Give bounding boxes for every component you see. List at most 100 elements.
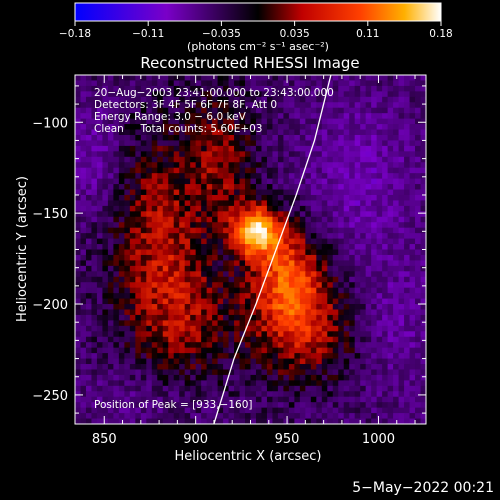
heatmap-cell: [327, 145, 334, 152]
heatmap-cell: [272, 353, 279, 360]
heatmap-cell: [140, 129, 147, 136]
heatmap-cell: [310, 407, 317, 414]
heatmap-cell: [190, 282, 197, 289]
heatmap-cell: [404, 162, 411, 169]
heatmap-cell: [349, 145, 356, 152]
heatmap-cell: [228, 75, 235, 82]
heatmap-cell: [151, 178, 158, 185]
heatmap-cell: [371, 211, 378, 218]
heatmap-cell: [173, 347, 180, 354]
heatmap-cell: [321, 91, 328, 98]
heatmap-cell: [124, 167, 131, 174]
heatmap-cell: [283, 75, 290, 82]
heatmap-cell: [201, 331, 208, 338]
x-tick-label: 1000: [362, 432, 395, 447]
heatmap-cell: [409, 413, 416, 420]
heatmap-cell: [85, 162, 93, 169]
heatmap-cell: [157, 107, 164, 114]
heatmap-cell: [255, 320, 263, 327]
heatmap-cell: [321, 205, 328, 212]
heatmap-cell: [228, 413, 235, 420]
heatmap-cell: [135, 271, 142, 278]
heatmap-cell: [272, 385, 279, 392]
heatmap-cell: [360, 200, 367, 207]
heatmap-cell: [409, 325, 416, 332]
heatmap-cell: [299, 118, 306, 125]
heatmap-cell: [195, 151, 202, 158]
heatmap-cell: [195, 102, 202, 109]
heatmap-cell: [168, 331, 175, 338]
heatmap-cell: [195, 418, 202, 424]
heatmap-cell: [151, 314, 158, 321]
heatmap-cell: [124, 254, 131, 261]
heatmap-cell: [409, 304, 416, 311]
heatmap-cell: [102, 342, 109, 349]
heatmap-cell: [85, 211, 93, 218]
heatmap-cell: [398, 227, 405, 234]
heatmap-cell: [327, 298, 334, 305]
heatmap-cell: [146, 216, 153, 223]
heatmap-cell: [212, 118, 219, 125]
heatmap-cell: [80, 282, 87, 289]
heatmap-cell: [393, 96, 400, 103]
heatmap-cell: [223, 118, 230, 125]
heatmap-cell: [327, 254, 334, 261]
heatmap-cells: [75, 75, 426, 424]
heatmap-cell: [272, 276, 279, 283]
heatmap-cell: [321, 189, 328, 196]
heatmap-cell: [157, 276, 164, 283]
heatmap-cell: [343, 347, 350, 354]
heatmap-cell: [157, 391, 164, 398]
heatmap-cell: [140, 418, 147, 424]
heatmap-cell: [146, 151, 153, 158]
heatmap-cell: [217, 249, 224, 256]
heatmap-cell: [250, 75, 257, 82]
heatmap-cell: [129, 298, 136, 305]
heatmap-cell: [228, 205, 235, 212]
heatmap-cell: [310, 418, 317, 424]
heatmap-cell: [146, 227, 153, 234]
heatmap-cell: [376, 211, 383, 218]
heatmap-cell: [212, 113, 219, 120]
heatmap-cell: [75, 102, 82, 109]
heatmap-cell: [255, 304, 263, 311]
heatmap-cell: [184, 260, 191, 267]
heatmap-cell: [85, 374, 93, 381]
heatmap-cell: [146, 413, 153, 420]
heatmap-cell: [255, 124, 263, 131]
heatmap-cell: [168, 385, 175, 392]
heatmap-cell: [415, 260, 422, 267]
heatmap-cell: [162, 331, 169, 338]
heatmap-cell: [124, 396, 131, 403]
heatmap-cell: [371, 358, 378, 365]
heatmap-cell: [96, 85, 104, 92]
heatmap-cell: [201, 75, 208, 82]
heatmap-cell: [277, 276, 284, 283]
heatmap-cell: [250, 189, 257, 196]
heatmap-cell: [338, 282, 345, 289]
heatmap-cell: [305, 298, 312, 305]
heatmap-cell: [360, 298, 367, 305]
heatmap-cell: [195, 91, 202, 98]
heatmap-cell: [294, 418, 301, 424]
heatmap-cell: [415, 331, 422, 338]
heatmap-cell: [212, 140, 219, 147]
heatmap-cell: [420, 233, 426, 240]
heatmap-cell: [173, 124, 180, 131]
heatmap-cell: [223, 156, 230, 163]
heatmap-cell: [124, 124, 131, 131]
heatmap-cell: [173, 369, 180, 376]
heatmap-cell: [245, 364, 252, 371]
heatmap-cell: [288, 353, 295, 360]
heatmap-cell: [387, 167, 394, 174]
heatmap-cell: [212, 151, 219, 158]
heatmap-cell: [354, 151, 361, 158]
heatmap-cell: [354, 96, 361, 103]
heatmap-cell: [151, 380, 158, 387]
heatmap-cell: [343, 298, 350, 305]
heatmap-cell: [107, 189, 114, 196]
heatmap-cell: [168, 358, 175, 365]
heatmap-cell: [415, 342, 422, 349]
heatmap-cell: [277, 418, 284, 424]
heatmap-cell: [409, 216, 416, 223]
